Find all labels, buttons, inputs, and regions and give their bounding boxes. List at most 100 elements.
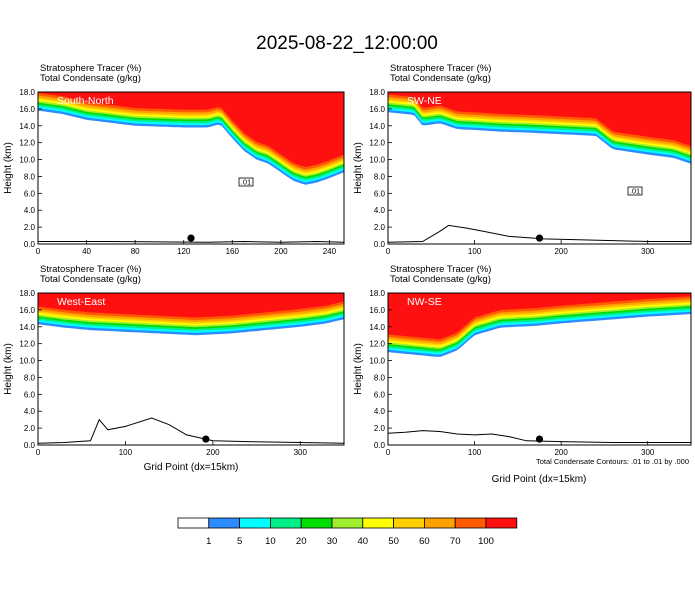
y-tick-label: 16.0: [19, 105, 35, 114]
x-tick-label: 160: [226, 247, 240, 256]
x-tick-label: 0: [386, 448, 391, 457]
panel-name: SW-NE: [407, 95, 442, 107]
y-axis-label: Height (km): [353, 343, 364, 395]
colorbar-label: 20: [296, 536, 307, 547]
y-tick-label: 18.0: [369, 289, 385, 298]
y-tick-label: 8.0: [24, 373, 36, 382]
colorbar-swatch: [485, 517, 518, 529]
y-tick-label: 6.0: [24, 189, 36, 198]
y-tick-label: 4.0: [374, 407, 386, 416]
contour-label-box: [238, 177, 254, 187]
y-tick-label: 14.0: [369, 122, 385, 131]
y-axis-label: Height (km): [353, 142, 364, 194]
x-tick-label: 100: [468, 448, 482, 457]
y-axis-label: Height (km): [3, 343, 14, 395]
y-tick-label: 16.0: [369, 306, 385, 315]
plot-area: [388, 92, 691, 244]
contour-footnote: Total Condensate Contours: .01 to .01 by…: [536, 457, 689, 466]
colorbar-label: 10: [265, 536, 276, 547]
x-axis-label-left: Grid Point (dx=15km): [144, 462, 239, 473]
colorbar: 1 5 10 20 30 40 50 60 70 100: [177, 517, 518, 547]
colorbar-swatch: [300, 517, 333, 529]
x-tick-label: 200: [554, 448, 568, 457]
y-tick-label: 0.0: [24, 240, 36, 249]
plot-area: [38, 92, 344, 244]
y-tick-label: 18.0: [369, 88, 385, 97]
header-condensate: Total Condensate (g/kg): [40, 274, 141, 285]
figure-title: 2025-08-22_12:00:00: [256, 33, 438, 54]
y-tick-label: 6.0: [24, 390, 36, 399]
tracer-band-9: [38, 293, 344, 318]
plot-area: [388, 293, 691, 445]
contour-label: .01: [630, 187, 640, 196]
plot-frame: [37, 292, 345, 446]
panel-nw-se: NW-SE Stratosphere Tracer (%)Total Conden…: [353, 264, 692, 457]
colorbar-swatch: [269, 517, 302, 529]
colorbar-label: 40: [358, 536, 369, 547]
y-tick-label: 10.0: [19, 357, 35, 366]
y-tick-label: 6.0: [374, 390, 386, 399]
y-tick-label: 12.0: [19, 340, 35, 349]
x-tick-label: 0: [36, 448, 41, 457]
location-marker: [535, 234, 544, 242]
location-marker: [535, 435, 544, 443]
colorbar-swatch: [454, 517, 487, 529]
y-tick-label: 10.0: [19, 156, 35, 165]
colorbar-swatch: [331, 517, 364, 529]
panel-south-north: South-North .01 Stratosphere Tracer (%)Tot…: [3, 63, 345, 256]
colorbar-swatch: [239, 517, 271, 529]
header-tracer: Stratosphere Tracer (%): [390, 63, 491, 74]
colorbar-swatch: [177, 517, 210, 529]
x-tick-label: 0: [386, 247, 391, 256]
x-tick-label: 100: [119, 448, 133, 457]
y-tick-label: 4.0: [24, 206, 36, 215]
colorbar-label: 60: [419, 536, 430, 547]
y-tick-label: 0.0: [24, 441, 36, 450]
colorbar-label: 70: [450, 536, 461, 547]
y-tick-label: 14.0: [19, 323, 35, 332]
x-axis-label-right: Grid Point (dx=15km): [492, 474, 587, 485]
header-tracer: Stratosphere Tracer (%): [390, 264, 491, 275]
y-tick-label: 16.0: [369, 105, 385, 114]
y-tick-label: 2.0: [374, 223, 386, 232]
y-tick-label: 0.0: [374, 441, 386, 450]
plot-frame: [387, 292, 692, 446]
header-condensate: Total Condensate (g/kg): [390, 274, 491, 285]
y-tick-label: 18.0: [19, 88, 35, 97]
colorbar-swatch: [208, 517, 241, 529]
location-marker: [202, 435, 210, 443]
plot-area: [38, 293, 344, 445]
terrain-line: [388, 430, 691, 443]
y-tick-label: 8.0: [374, 373, 386, 382]
x-tick-label: 0: [36, 247, 41, 256]
x-tick-label: 80: [131, 247, 140, 256]
panel-name: NW-SE: [407, 296, 442, 308]
colorbar-label: 5: [237, 536, 242, 547]
x-tick-label: 300: [641, 448, 655, 457]
contour-label-box: [627, 186, 643, 196]
tracer-band-9: [388, 293, 691, 340]
contour-label: .01: [241, 178, 251, 187]
colorbar-label: 50: [388, 536, 399, 547]
colorbar-label: 1: [206, 536, 211, 547]
y-tick-label: 12.0: [369, 340, 385, 349]
y-tick-label: 2.0: [24, 223, 36, 232]
plot-frame: [37, 91, 345, 245]
tracer-band-9: [388, 92, 691, 146]
colorbar-swatch: [393, 517, 425, 529]
terrain-line: [388, 224, 691, 243]
tracer-band-9: [38, 92, 344, 167]
x-tick-label: 200: [206, 448, 220, 457]
colorbar-label: 30: [327, 536, 338, 547]
y-tick-label: 10.0: [369, 156, 385, 165]
panel-name: West-East: [57, 296, 105, 308]
x-tick-label: 100: [468, 247, 482, 256]
y-tick-label: 4.0: [374, 206, 386, 215]
y-tick-label: 2.0: [24, 424, 36, 433]
colorbar-label: 100: [478, 536, 494, 547]
colorbar-swatch: [362, 517, 394, 529]
plot-frame: [387, 91, 692, 245]
y-tick-label: 8.0: [24, 172, 36, 181]
